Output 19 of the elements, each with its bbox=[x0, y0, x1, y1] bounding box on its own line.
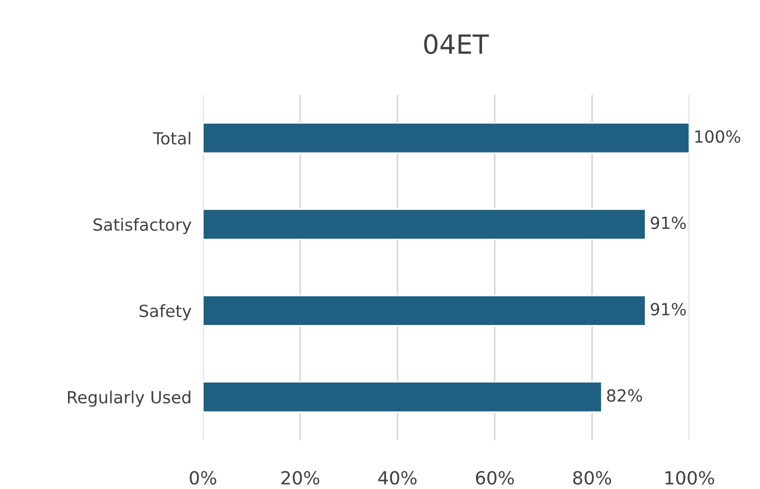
y-tick-label: Total bbox=[152, 132, 190, 145]
bar bbox=[202, 381, 602, 413]
data-label: 82% bbox=[607, 389, 642, 402]
bar bbox=[202, 122, 690, 154]
data-label: 91% bbox=[650, 216, 686, 230]
y-tick-label: Regularly Used bbox=[68, 390, 190, 407]
x-tick-label: 80% bbox=[573, 470, 612, 485]
bar bbox=[202, 208, 646, 240]
x-tick-label: 40% bbox=[378, 470, 417, 485]
x-tick-label: 0% bbox=[190, 470, 216, 485]
x-tick-label: 20% bbox=[281, 470, 320, 485]
x-tick-label: 100% bbox=[665, 470, 714, 485]
data-label: 100% bbox=[695, 130, 740, 143]
data-label: 91% bbox=[650, 302, 686, 316]
y-tick-label: Safety bbox=[140, 304, 192, 320]
x-tick-label: 60% bbox=[476, 470, 514, 485]
chart-title: 04ET bbox=[424, 34, 489, 54]
bar bbox=[202, 294, 646, 326]
y-tick-label: Satisfactory bbox=[94, 218, 192, 234]
